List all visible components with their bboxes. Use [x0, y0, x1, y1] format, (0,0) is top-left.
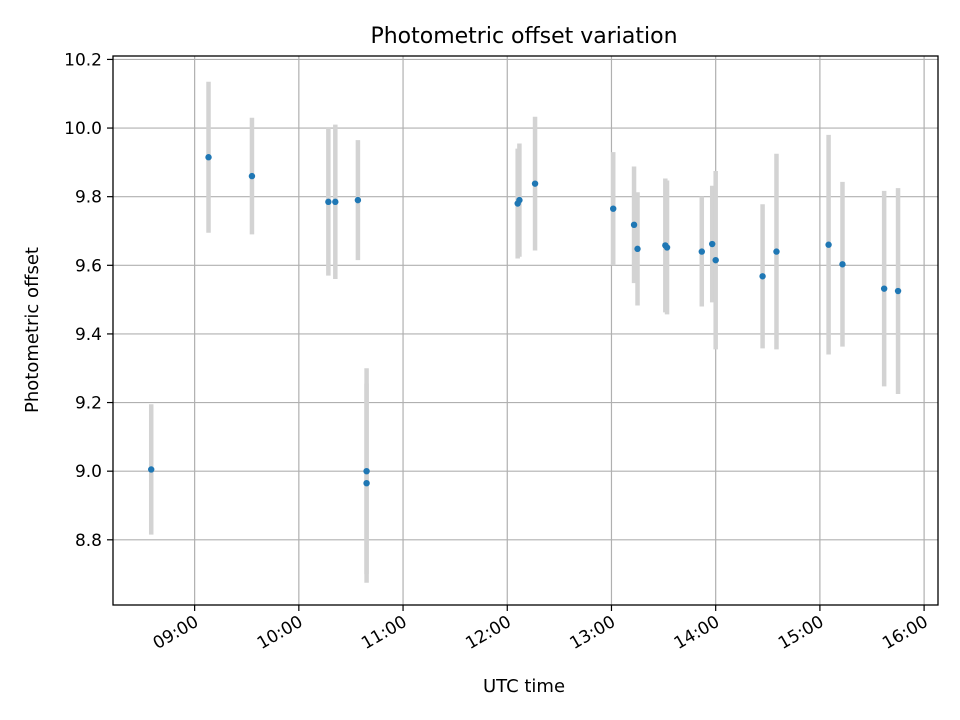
chart-title: Photometric offset variation: [370, 24, 677, 49]
data-point: [880, 285, 888, 292]
x-tick-label: 12:00: [462, 612, 514, 654]
y-tick-label: 10.0: [64, 119, 102, 139]
x-axis-label: UTC time: [483, 676, 565, 697]
y-tick-label: 9.0: [75, 462, 102, 482]
y-tick-label: 9.8: [75, 188, 102, 208]
y-tick-label: 8.8: [75, 531, 102, 551]
data-point: [148, 466, 155, 473]
data-point: [248, 172, 256, 180]
data-point: [363, 467, 370, 475]
y-tick-label: 9.4: [75, 325, 102, 345]
y-axis-label: Photometric offset: [22, 247, 43, 413]
y-tick-label: 10.2: [64, 50, 102, 70]
data-point: [610, 205, 617, 212]
data-point: [634, 245, 641, 253]
y-tick-label: 9.6: [75, 256, 102, 276]
data-point: [205, 154, 212, 161]
x-tick-label: 16:00: [879, 612, 931, 654]
grid: [113, 56, 938, 605]
data-point: [516, 196, 523, 204]
x-axis: 09:00 10:00 11:00 12:00 13:00 14:00 15:00 16:00: [150, 605, 932, 654]
error-bars: [148, 81, 901, 583]
data-point: [773, 248, 780, 255]
x-tick-label: 13:00: [567, 612, 619, 654]
data-point: [759, 273, 766, 280]
data-point: [325, 198, 332, 206]
x-tick-label: 14:00: [671, 612, 723, 654]
data-point: [709, 240, 716, 248]
y-tick-label: 9.2: [75, 394, 102, 414]
data-point: [712, 256, 719, 264]
data-point: [894, 287, 902, 295]
data-points: [148, 154, 902, 487]
x-tick-label: 09:00: [150, 612, 202, 654]
data-point: [663, 244, 671, 251]
data-point: [363, 479, 370, 487]
plot-frame: [112, 55, 939, 606]
data-point: [332, 198, 339, 206]
x-tick-label: 15:00: [775, 612, 827, 654]
data-point: [531, 180, 539, 187]
x-tick-label: 11:00: [358, 612, 410, 654]
data-point: [354, 196, 362, 204]
data-point: [839, 261, 846, 268]
data-point: [825, 241, 832, 248]
y-axis: 8.8 9.0 9.2 9.4 9.6 9.8 10.0 10.2: [64, 50, 113, 551]
x-tick-label: 10:00: [254, 612, 306, 654]
data-point: [630, 221, 638, 229]
data-point: [698, 248, 705, 255]
